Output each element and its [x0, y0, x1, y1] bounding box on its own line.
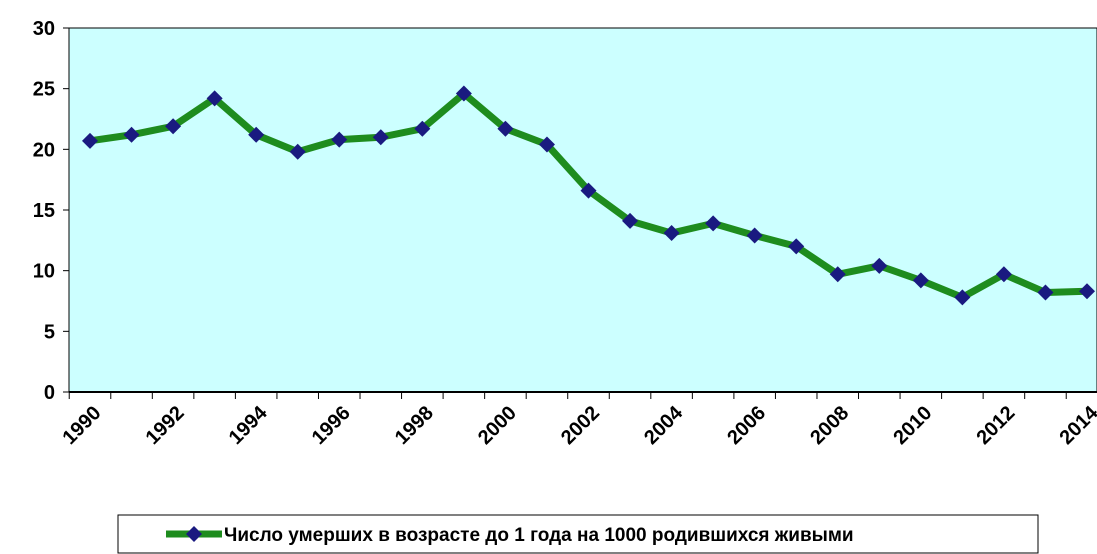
data-point: [455, 85, 472, 102]
data-point: [123, 126, 140, 143]
x-tick-label: 2006: [723, 402, 770, 449]
x-tick-label: 2008: [806, 402, 853, 449]
data-point: [289, 143, 306, 160]
plot-area: 0 5 10 15 20 25 30 1990 1992 1994 1996 1998 2000 2002…: [33, 18, 1097, 449]
x-tick-label: 2014: [1056, 401, 1097, 449]
x-tick-label: 2010: [889, 402, 936, 449]
x-tick-label: 1996: [308, 402, 355, 449]
data-point: [663, 225, 680, 242]
x-tick-label: 2012: [972, 402, 1019, 449]
data-point: [497, 120, 514, 137]
y-tick-label: 30: [33, 18, 55, 40]
data-point: [829, 266, 846, 283]
y-tick-label: 0: [44, 382, 55, 404]
data-point: [788, 238, 805, 255]
x-tick-label: 1994: [225, 401, 273, 449]
data-point: [622, 212, 639, 229]
y-tick-label: 15: [33, 200, 55, 222]
data-point: [746, 227, 763, 244]
data-point: [331, 131, 348, 148]
data-point: [954, 289, 971, 306]
data-point: [414, 120, 431, 137]
x-tick-label: 2004: [640, 401, 688, 449]
y-tick-label: 20: [33, 139, 55, 161]
x-tick-label: 1992: [142, 402, 189, 449]
x-tick-label: 2000: [474, 402, 521, 449]
data-point: [372, 129, 389, 146]
x-tick-label: 1998: [391, 402, 438, 449]
legend-label: Число умерших в возрасте до 1 года на 10…: [224, 525, 854, 546]
x-tick-label: 2002: [557, 402, 604, 449]
data-point: [1079, 283, 1095, 300]
legend-box: [117, 514, 1039, 554]
y-tick-label: 25: [33, 79, 55, 101]
plot-background: [68, 27, 1097, 393]
legend-marker: [186, 526, 202, 542]
data-point: [1037, 284, 1054, 301]
legend: Число умерших в возрасте до 1 года на 10…: [117, 514, 1039, 554]
y-tick-label: 5: [44, 321, 55, 343]
data-point: [912, 272, 929, 289]
y-tick-label: 10: [33, 261, 55, 283]
data-point: [165, 118, 182, 135]
data-point: [248, 126, 265, 143]
x-tick-label: 1990: [59, 402, 106, 449]
data-point: [871, 257, 888, 274]
data-point: [580, 182, 597, 199]
data-point: [538, 136, 555, 153]
data-point: [82, 132, 98, 149]
data-point: [995, 266, 1012, 283]
data-point: [705, 215, 722, 232]
data-point: [206, 90, 223, 107]
